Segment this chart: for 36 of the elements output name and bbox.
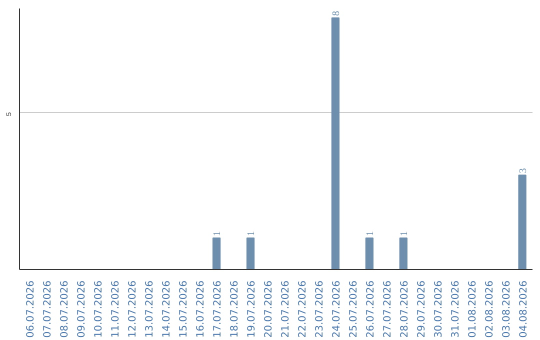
x-tick-label: 04.08.2026 bbox=[518, 280, 530, 338]
x-tick-label: 06.07.2026 bbox=[26, 280, 37, 338]
data-label: 8 bbox=[330, 10, 342, 16]
x-tick-label: 22.07.2026 bbox=[297, 280, 308, 338]
x-tick-label: 21.07.2026 bbox=[280, 280, 292, 338]
x-tick-label: 18.07.2026 bbox=[230, 280, 241, 338]
x-tick-label: 10.07.2026 bbox=[94, 280, 105, 338]
x-tick-label: 13.07.2026 bbox=[144, 280, 156, 338]
x-tick-label: 11.07.2026 bbox=[110, 280, 122, 338]
x-tick-label: 26.07.2026 bbox=[365, 280, 376, 338]
data-label: 1 bbox=[212, 231, 224, 236]
x-tick-label: 25.07.2026 bbox=[348, 280, 360, 338]
data-label: 1 bbox=[246, 231, 258, 236]
data-label: 1 bbox=[398, 231, 410, 236]
x-tick-label: 01.08.2026 bbox=[467, 280, 478, 338]
x-tick-label: 02.08.2026 bbox=[484, 280, 496, 338]
x-tick-label: 19.07.2026 bbox=[246, 280, 258, 338]
x-tick-label: 24.07.2026 bbox=[331, 280, 342, 338]
x-tick-label: 29.07.2026 bbox=[416, 280, 428, 338]
data-label: 1 bbox=[364, 231, 376, 236]
x-tick-label: 31.07.2026 bbox=[450, 280, 462, 338]
data-label: 3 bbox=[518, 168, 529, 174]
x-tick-label: 23.07.2026 bbox=[314, 280, 326, 338]
x-tick-label: 27.07.2026 bbox=[382, 280, 394, 338]
x-tick-label: 20.07.2026 bbox=[264, 280, 275, 338]
x-tick-label: 12.07.2026 bbox=[128, 280, 139, 338]
x-tick-label: 09.07.2026 bbox=[76, 280, 88, 338]
x-tick-label: 14.07.2026 bbox=[162, 280, 173, 338]
x-tick-label: 28.07.2026 bbox=[399, 280, 410, 338]
x-tick-label: 30.07.2026 bbox=[433, 280, 444, 338]
x-tick-label: 15.07.2026 bbox=[178, 280, 190, 338]
x-tick-label: 07.07.2026 bbox=[42, 280, 54, 338]
x-tick-label: 17.07.2026 bbox=[212, 280, 224, 338]
x-tick-label: 08.07.2026 bbox=[60, 280, 71, 338]
x-tick-label: 16.07.2026 bbox=[196, 280, 207, 338]
x-tick-label: 03.08.2026 bbox=[501, 280, 512, 338]
